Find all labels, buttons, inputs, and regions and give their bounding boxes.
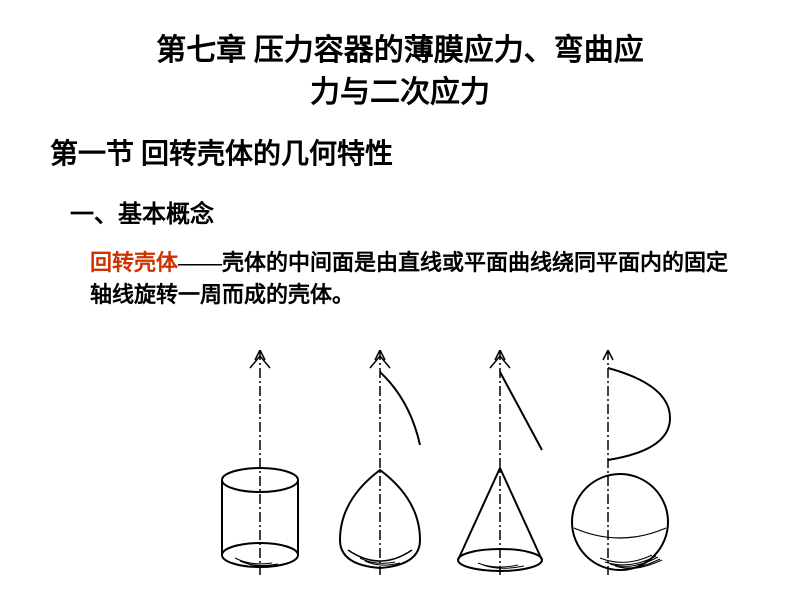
chapter-title: 第七章 压力容器的薄膜应力、弯曲应 力与二次应力 (0, 0, 800, 114)
dash: —— (178, 250, 222, 275)
cylinder-group (222, 350, 298, 575)
title-line-1: 第七章 压力容器的薄膜应力、弯曲应 (156, 34, 644, 67)
revolution-shells-diagram (200, 350, 680, 580)
teardrop-group (340, 350, 420, 575)
cone-group (458, 350, 542, 575)
definition-paragraph: 回转壳体——壳体的中间面是由直线或平面曲线绕同平面内的固定轴线旋转一周而成的壳体… (90, 247, 730, 311)
highlight-term: 回转壳体 (90, 250, 178, 275)
slide: 第七章 压力容器的薄膜应力、弯曲应 力与二次应力 第一节 回转壳体的几何特性 一… (0, 0, 800, 600)
subsection-title: 一、基本概念 (70, 194, 800, 229)
section-title: 第一节 回转壳体的几何特性 (50, 132, 800, 172)
sphere-group (572, 350, 670, 575)
title-line-2: 力与二次应力 (310, 76, 490, 109)
